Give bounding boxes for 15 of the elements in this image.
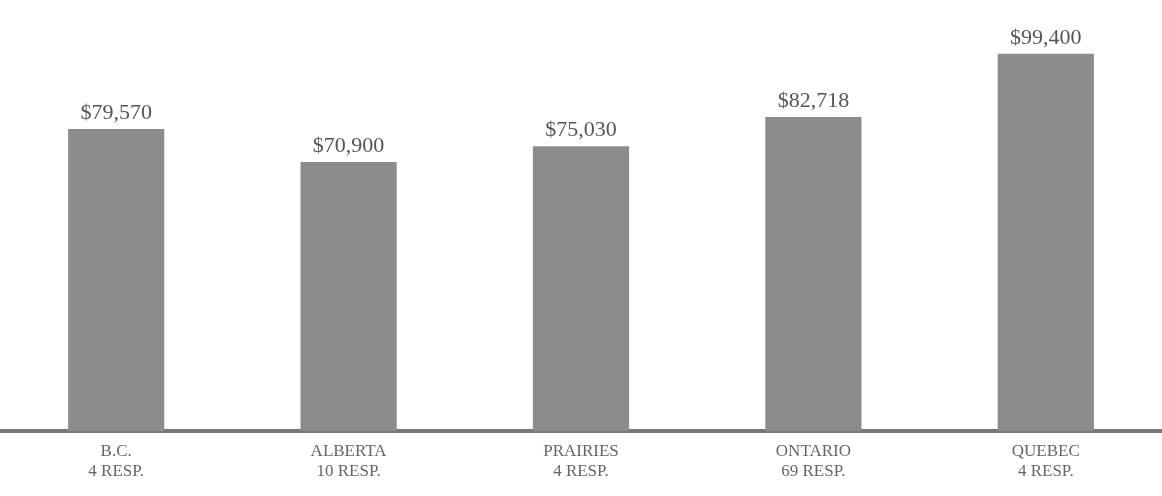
data-label: $82,718 (777, 86, 850, 112)
x-tick-label: ONTARIO 69 RESP. (775, 440, 851, 481)
bar (532, 146, 630, 432)
x-tick-label: PRAIRIES 4 RESP. (543, 440, 619, 481)
data-label: $75,030 (545, 116, 617, 142)
data-label: $99,400 (1010, 23, 1082, 49)
bar (765, 117, 862, 432)
data-label: $70,900 (312, 131, 385, 157)
bar (68, 129, 165, 432)
data-label: $79,570 (80, 98, 152, 124)
x-tick-label: ALBERTA 10 RESP. (310, 440, 388, 481)
x-tick-label: QUEBEC 4 RESP. (1011, 440, 1080, 481)
bar (997, 53, 1094, 432)
x-tick-label: B.C. 4 RESP. (88, 440, 145, 481)
bar (300, 161, 397, 432)
